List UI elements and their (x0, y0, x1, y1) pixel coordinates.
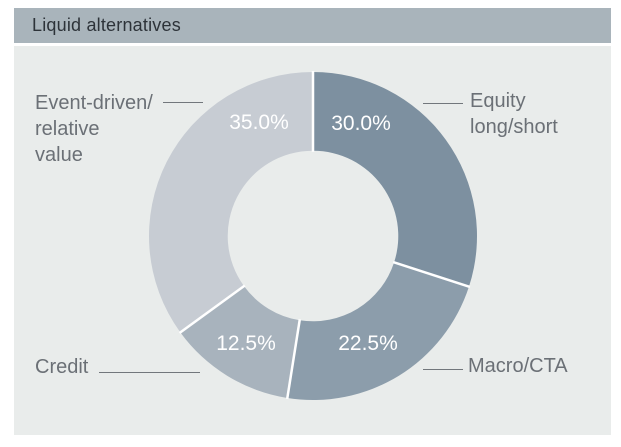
callout-label-event-driven: Event-driven/ relative value (35, 92, 153, 166)
donut-slice-credit (180, 286, 300, 398)
slice-separator (178, 284, 246, 334)
slice-value-label-macro: 22.5% (338, 332, 398, 355)
slice-value-label-event-driven: 35.0% (229, 111, 289, 134)
donut-slice-event-driven-relative-value (149, 72, 313, 333)
slice-separator (285, 319, 302, 400)
page-title: Liquid alternatives (32, 15, 181, 35)
callout-label-equity: Equity long/short (470, 90, 558, 138)
donut-slice-equity-long-short (313, 72, 477, 287)
leader-line-equity (423, 103, 463, 104)
leader-line-credit (99, 372, 200, 373)
title-bar: Liquid alternatives (14, 8, 611, 43)
slice-separator (392, 260, 471, 289)
chart-area: 35.0% 30.0% 12.5% 22.5% Event-driven/ re… (14, 46, 611, 435)
leader-line-macro (423, 369, 463, 370)
callout-label-macro: Macro/CTA (468, 355, 568, 377)
donut-chart (149, 71, 477, 400)
slice-value-label-equity: 30.0% (331, 112, 391, 135)
donut-slice-macro-cta (287, 262, 469, 400)
slice-value-label-credit: 12.5% (216, 332, 276, 355)
leader-line-event-driven (163, 102, 203, 103)
callout-label-credit: Credit (35, 356, 89, 378)
